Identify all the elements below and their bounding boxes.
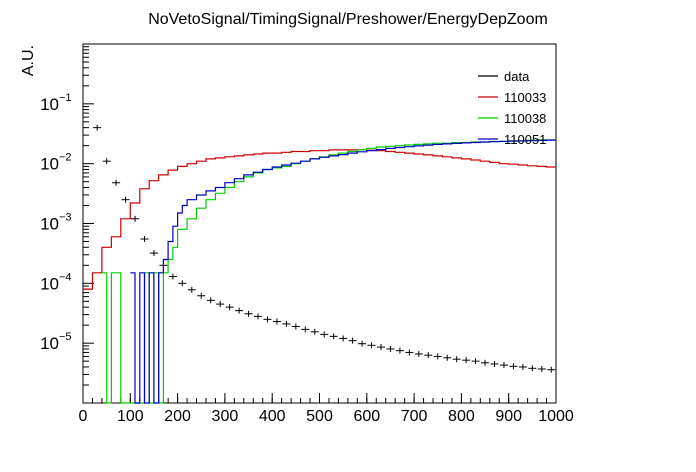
x-tick-label: 0 xyxy=(79,408,88,425)
series-110033 xyxy=(83,149,556,290)
x-tick-label: 600 xyxy=(353,408,380,425)
x-tick-label: 1000 xyxy=(538,408,574,425)
x-tick-label: 500 xyxy=(306,408,333,425)
legend-label: 110051 xyxy=(504,132,546,147)
y-tick-exponent: −2 xyxy=(59,152,72,164)
x-tick-label: 700 xyxy=(401,408,428,425)
y-tick-label: 10 xyxy=(40,155,59,174)
legend-label: data xyxy=(504,69,530,84)
chart-title: NoVetoSignal/TimingSignal/Preshower/Ener… xyxy=(148,11,548,28)
legend-label: 110033 xyxy=(504,90,546,105)
y-axis-label: A.U. xyxy=(20,45,37,76)
y-tick-label: 10 xyxy=(40,95,59,114)
y-tick-label: 10 xyxy=(40,334,59,353)
y-tick-label: 10 xyxy=(40,215,59,234)
y-tick-exponent: −4 xyxy=(59,271,72,283)
series-110051 xyxy=(130,139,556,404)
x-tick-label: 100 xyxy=(117,408,144,425)
plot-area: 0 100 200 300 400 500 600 700 800 900 100010−510−4… xyxy=(40,43,574,425)
x-tick-label: 800 xyxy=(448,408,475,425)
x-tick-label: 300 xyxy=(212,408,239,425)
series-data xyxy=(93,124,556,373)
y-tick-exponent: −5 xyxy=(59,331,72,343)
x-tick-label: 400 xyxy=(259,408,286,425)
x-tick-label: 900 xyxy=(495,408,522,425)
legend-label: 110038 xyxy=(504,111,546,126)
y-tick-exponent: −3 xyxy=(59,212,72,224)
x-tick-label: 200 xyxy=(164,408,191,425)
y-tick-label: 10 xyxy=(40,274,59,293)
y-tick-exponent: −1 xyxy=(59,92,72,104)
legend: data 110033 110038 110051 xyxy=(478,69,546,147)
